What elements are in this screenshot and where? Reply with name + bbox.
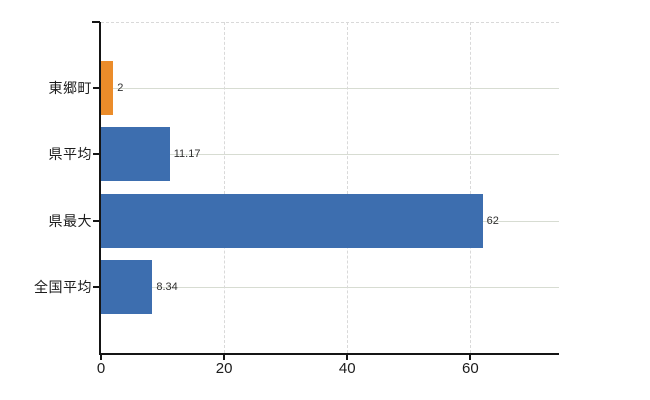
plot-top-border <box>101 22 559 23</box>
x-tick <box>346 355 349 360</box>
bar[interactable] <box>101 61 114 116</box>
category-label: 全国平均 <box>34 278 92 295</box>
v-gridline <box>346 22 348 353</box>
y-axis <box>99 22 101 354</box>
y-axis-top-tick <box>92 21 100 23</box>
bar-value-label: 2 <box>117 82 124 95</box>
category-label: 県平均 <box>48 146 92 163</box>
y-tick <box>93 87 100 90</box>
x-tick <box>100 355 102 360</box>
bar-value-label: 11.17 <box>173 148 201 161</box>
y-tick <box>93 285 100 288</box>
h-gridline <box>101 286 559 288</box>
x-tick <box>469 355 472 360</box>
bar[interactable] <box>101 127 170 182</box>
x-tick-label: 20 <box>215 360 233 377</box>
category-label: 県最大 <box>48 212 92 229</box>
y-tick <box>93 219 100 222</box>
x-axis <box>99 353 559 355</box>
h-gridline <box>101 88 559 90</box>
x-tick-label: 60 <box>462 360 479 377</box>
v-gridline <box>469 22 471 353</box>
v-gridline <box>223 22 225 353</box>
bar-value-label: 8.34 <box>156 280 178 293</box>
h-gridline <box>101 154 559 156</box>
bar[interactable] <box>101 259 153 314</box>
y-tick <box>93 153 100 156</box>
category-label: 東郷町 <box>48 80 92 97</box>
bar-value-label: 62 <box>486 214 499 227</box>
x-tick-label: 40 <box>338 360 356 377</box>
bar[interactable] <box>101 193 483 248</box>
x-tick-label: 0 <box>96 360 106 377</box>
x-tick <box>223 355 226 360</box>
